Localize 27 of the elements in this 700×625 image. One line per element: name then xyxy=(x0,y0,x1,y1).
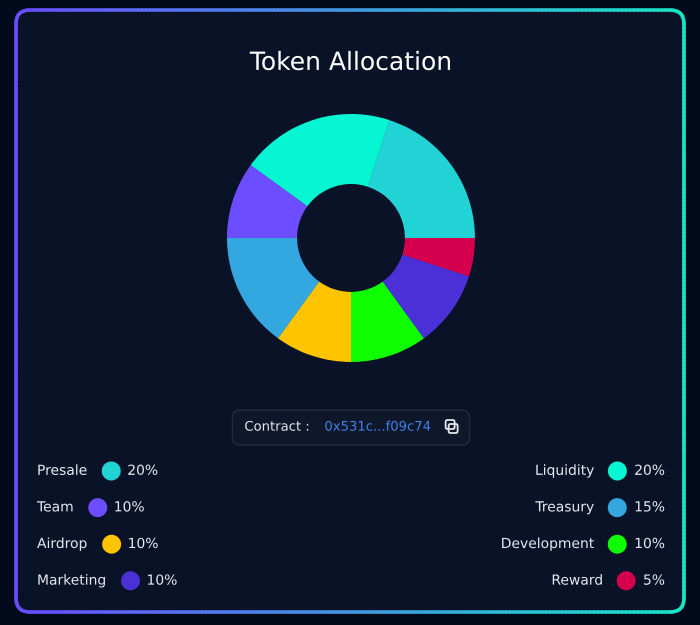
data-label: 15% xyxy=(636,501,664,512)
data-label: 20% xyxy=(128,464,158,476)
legend-label: Team xyxy=(36,501,73,512)
legend-label: Presale xyxy=(38,464,86,476)
donut-slice xyxy=(278,282,351,362)
data-label: 10% xyxy=(148,574,177,585)
data-label: 5% xyxy=(644,574,664,585)
data-label: 20% xyxy=(635,464,664,476)
chart-title: Token Allocation xyxy=(250,50,450,70)
legend-label: Treasury xyxy=(535,501,594,514)
data-label: 10% xyxy=(115,501,144,512)
legend-label: Reward xyxy=(552,574,602,585)
donut-slice xyxy=(382,254,469,338)
donut-slice xyxy=(402,238,475,276)
data-label: 10% xyxy=(636,538,664,548)
text: Contract : xyxy=(245,420,308,431)
data-label: 10% xyxy=(129,538,158,548)
donut-slice xyxy=(351,282,424,362)
text: 0x531c...f09c74 xyxy=(325,420,430,431)
legend-label: Airdrop xyxy=(37,537,87,551)
donut-slice xyxy=(250,114,390,206)
donut-slice xyxy=(368,120,475,238)
donut-slice xyxy=(227,238,320,338)
legend-label: Liquidity xyxy=(536,464,594,478)
donut-slice xyxy=(227,165,308,238)
legend-label: Marketing xyxy=(38,574,105,588)
legend-label: Development xyxy=(502,537,594,551)
